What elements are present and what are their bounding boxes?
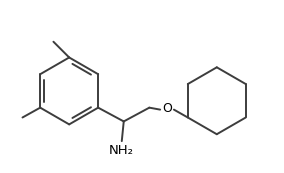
Text: O: O xyxy=(162,102,172,115)
Text: NH₂: NH₂ xyxy=(108,144,133,157)
